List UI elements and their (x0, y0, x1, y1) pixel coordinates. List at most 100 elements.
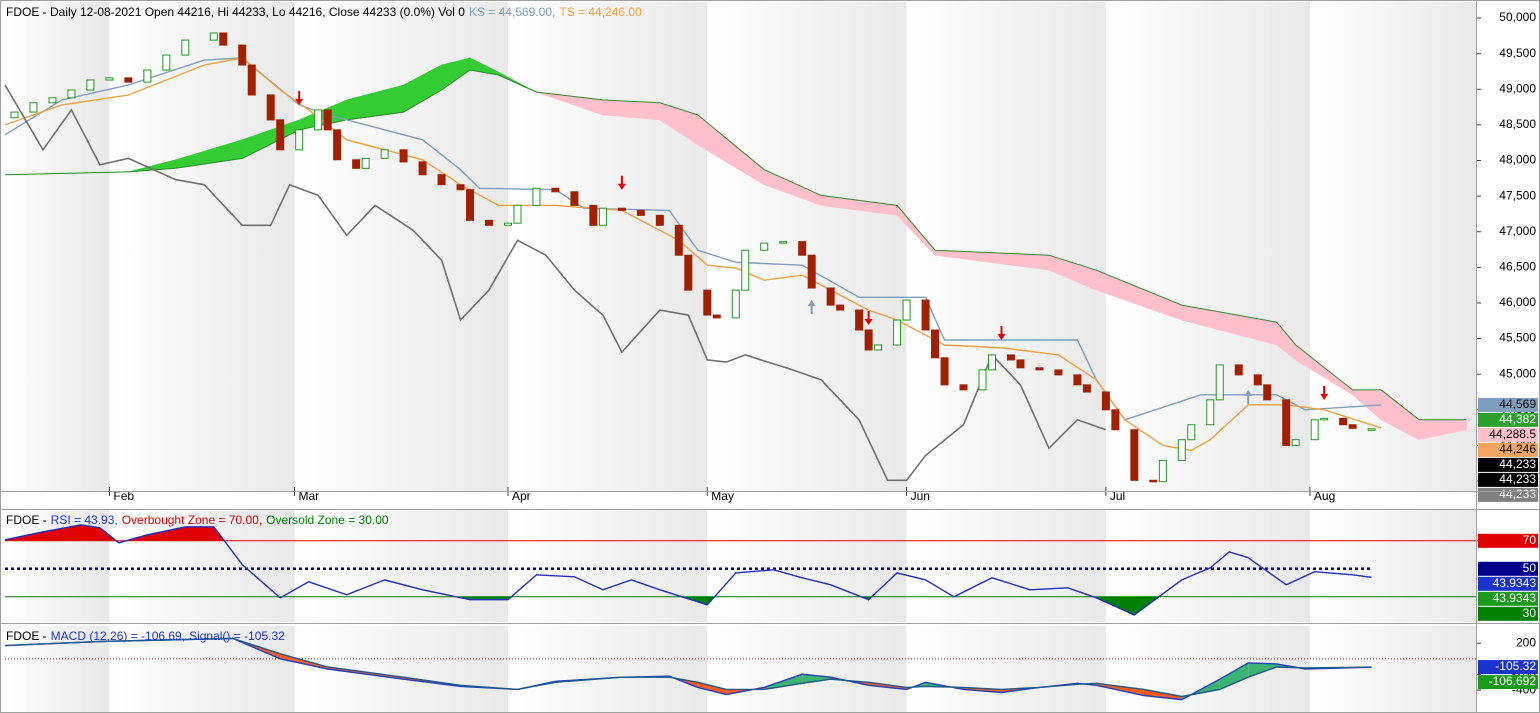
candle (124, 77, 133, 83)
pane-header: FDOE - Daily 12-08-2021 Open 44216, Hi 4… (6, 5, 642, 19)
candle (684, 254, 693, 291)
candle (209, 32, 218, 41)
x-tick-label: Feb (113, 489, 134, 503)
month-band (707, 510, 907, 622)
macd-fill (1248, 662, 1277, 678)
candle (779, 241, 788, 244)
candle (921, 299, 930, 331)
y-tick-label: 48,000 (1499, 153, 1536, 167)
pane-header: FDOE - MACD (12,26) = -106.69, Signal() = … (6, 629, 285, 643)
month-band (1309, 510, 1476, 622)
series-line (4, 84, 1107, 482)
candle (105, 77, 114, 81)
month-band (906, 2, 1106, 491)
candle (456, 184, 465, 191)
candle (1291, 439, 1300, 446)
macd-fill (1219, 662, 1249, 690)
candle (399, 149, 408, 163)
candle (940, 357, 949, 386)
candle (67, 89, 76, 99)
value-box-label: 43.9343 (1493, 591, 1537, 605)
y-tick-label: 50,000 (1499, 10, 1536, 24)
signal-arrow (864, 311, 873, 326)
candle (798, 241, 807, 256)
candle (1035, 367, 1044, 371)
signal-arrow (997, 325, 1006, 340)
y-tick-label: 48,500 (1499, 117, 1536, 131)
y-tick-label: 45,500 (1499, 331, 1536, 345)
x-tick-label: Aug (1314, 489, 1335, 503)
candle (1187, 424, 1196, 441)
candle (1215, 364, 1224, 401)
candle (333, 129, 342, 161)
signal-arrow (1244, 389, 1253, 404)
candle (712, 314, 721, 319)
value-box (1478, 591, 1538, 606)
header-part: KS = 44,569.00, (469, 5, 555, 19)
candle (295, 129, 304, 151)
candle (1367, 428, 1376, 431)
value-box-label: 43.9343 (1493, 576, 1537, 590)
month-band (1105, 626, 1310, 712)
candle (864, 329, 873, 351)
y-tick-label: 46,500 (1499, 260, 1536, 274)
candle (48, 97, 57, 104)
x-tick-label: May (711, 489, 734, 503)
header-part: RSI = 43.93, (51, 513, 118, 527)
value-box (1478, 675, 1538, 690)
month-band (707, 626, 907, 712)
candle (238, 44, 247, 66)
month-band (507, 2, 708, 491)
x-tick-label: Jul (1110, 489, 1125, 503)
value-box (1478, 660, 1538, 675)
candle (247, 64, 256, 96)
y-tick-label: 200 (1516, 635, 1536, 649)
candle (1073, 374, 1082, 386)
signal-arrow (295, 90, 304, 105)
candle (466, 189, 475, 221)
month-band (507, 510, 708, 622)
y-tick-label: 47,500 (1499, 188, 1536, 202)
candle (874, 344, 883, 351)
y-tick-label: 47,000 (1499, 224, 1536, 238)
candle (503, 222, 512, 226)
candle (162, 54, 171, 71)
candle (143, 69, 152, 83)
candle (323, 109, 332, 131)
header-part: Signal() = -105.32 (189, 629, 285, 643)
candle (636, 209, 645, 216)
candle (978, 369, 987, 391)
candle (361, 157, 370, 169)
candle (418, 161, 427, 176)
candle (1320, 417, 1329, 421)
value-box (1478, 533, 1538, 548)
candle (836, 304, 845, 311)
y-tick-label: 46,000 (1499, 295, 1536, 309)
candle (987, 354, 996, 371)
candle (437, 174, 446, 186)
value-box (1478, 472, 1538, 487)
candle (760, 242, 769, 251)
candle (1234, 364, 1243, 376)
value-box (1478, 457, 1538, 472)
candle (181, 39, 190, 56)
value-box-label: -105.32 (1495, 659, 1536, 673)
candle (598, 207, 607, 226)
candle (1253, 374, 1262, 386)
candle (314, 109, 323, 131)
candle (589, 204, 598, 226)
value-box (1478, 442, 1538, 457)
signal-arrow (1320, 385, 1329, 400)
candle (1082, 384, 1091, 393)
signal-arrow (807, 300, 816, 315)
candle (617, 207, 626, 211)
header-part: TS = 44,246.00 (559, 5, 642, 19)
candle (532, 187, 541, 206)
macd-fill (697, 682, 727, 695)
month-band (294, 510, 508, 622)
x-tick-label: Jun (911, 489, 930, 503)
header-part: FDOE - Daily 12-08-2021 Open 44216, Hi 4… (6, 5, 465, 19)
y-tick-label: 45,000 (1499, 366, 1536, 380)
candle (826, 287, 835, 306)
